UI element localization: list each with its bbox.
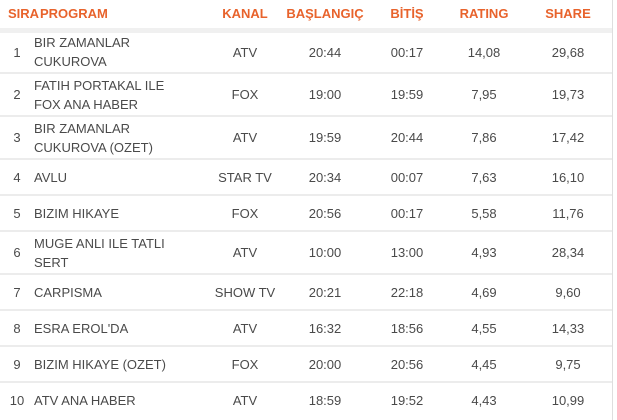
cell-baslangic: 16:32 bbox=[280, 309, 370, 346]
cell-baslangic: 19:59 bbox=[280, 115, 370, 159]
cell-baslangic: 19:00 bbox=[280, 72, 370, 116]
cell-rating: 4,93 bbox=[444, 230, 524, 274]
cell-baslangic: 20:00 bbox=[280, 345, 370, 382]
cell-share: 9,75 bbox=[524, 345, 612, 382]
cell-bitis: 19:52 bbox=[370, 381, 444, 418]
cell-sira: 2 bbox=[0, 72, 34, 116]
cell-program: ATV ANA HABER bbox=[34, 381, 210, 418]
header-row: SIRA PROGRAM KANAL BAŞLANGIÇ BİTİŞ RATIN… bbox=[0, 0, 612, 33]
cell-baslangic: 20:44 bbox=[308, 44, 342, 60]
column-header-rating: RATING bbox=[444, 0, 524, 33]
cell-share: 14,33 bbox=[524, 309, 612, 346]
cell-sira: 5 bbox=[0, 194, 34, 231]
cell-share: 9,60 bbox=[524, 273, 612, 310]
cell-kanal: FOX bbox=[210, 345, 280, 382]
cell-bitis: 20:44 bbox=[370, 115, 444, 159]
cell-kanal: FOX bbox=[210, 194, 280, 231]
cell-rating: 4,55 bbox=[444, 309, 524, 346]
cell-program: CARPISMA bbox=[34, 273, 210, 310]
cell-kanal: ATV bbox=[232, 44, 258, 60]
column-header-bitis: BİTİŞ bbox=[370, 0, 444, 33]
column-header-program: PROGRAM bbox=[34, 0, 210, 33]
cell-share: 29,68 bbox=[551, 44, 585, 60]
cell-share: 10,99 bbox=[524, 381, 612, 418]
table-row: 5 BIZIM HIKAYE FOX 20:56 00:17 5,58 11,7… bbox=[0, 194, 612, 231]
cell-share: 17,42 bbox=[524, 115, 612, 159]
cell-sira: 6 bbox=[0, 230, 34, 274]
cell-program: BIR ZAMANLAR CUKUROVA bbox=[34, 35, 131, 70]
cell-rating: 5,58 bbox=[444, 194, 524, 231]
column-header-baslangic: BAŞLANGIÇ bbox=[280, 0, 370, 33]
cell-bitis: 20:56 bbox=[370, 345, 444, 382]
cell-sira: 4 bbox=[0, 158, 34, 195]
cell-sira: 10 bbox=[0, 381, 34, 418]
cell-share: 19,73 bbox=[524, 72, 612, 116]
cell-rating: 7,95 bbox=[444, 72, 524, 116]
cell-baslangic: 18:59 bbox=[280, 381, 370, 418]
column-header-share: SHARE bbox=[524, 0, 612, 33]
table-row: 3 BIR ZAMANLAR CUKUROVA (OZET) ATV 19:59… bbox=[0, 115, 612, 159]
cell-sira: 8 bbox=[0, 309, 34, 346]
table-row: 7 CARPISMA SHOW TV 20:21 22:18 4,69 9,60 bbox=[0, 273, 612, 310]
cell-kanal: ATV bbox=[210, 230, 280, 274]
cell-program: MUGE ANLI ILE TATLI SERT bbox=[34, 230, 210, 274]
cell-program: BIZIM HIKAYE (OZET) bbox=[34, 345, 210, 382]
cell-sira: 9 bbox=[0, 345, 34, 382]
table-row: 4 AVLU STAR TV 20:34 00:07 7,63 16,10 bbox=[0, 158, 612, 195]
table-row: 10 ATV ANA HABER ATV 18:59 19:52 4,43 10… bbox=[0, 381, 612, 418]
cell-program: ESRA EROL'DA bbox=[34, 309, 210, 346]
column-header-kanal: KANAL bbox=[210, 0, 280, 33]
cell-baslangic: 20:56 bbox=[280, 194, 370, 231]
table-body: 1 BIR ZAMANLAR CUKUROVA ATV 20:44 00:17 … bbox=[0, 30, 612, 418]
cell-program: BIR ZAMANLAR CUKUROVA (OZET) bbox=[34, 115, 210, 159]
cell-rating: 4,45 bbox=[444, 345, 524, 382]
cell-bitis: 00:17 bbox=[390, 44, 424, 60]
column-header-sira: SIRA bbox=[0, 0, 39, 33]
table-row: 1 BIR ZAMANLAR CUKUROVA ATV 20:44 00:17 … bbox=[0, 30, 612, 73]
cell-program: BIZIM HIKAYE bbox=[34, 194, 210, 231]
cell-kanal: SHOW TV bbox=[210, 273, 280, 310]
cell-rating: 7,86 bbox=[444, 115, 524, 159]
cell-sira: 7 bbox=[0, 273, 34, 310]
cell-baslangic: 10:00 bbox=[280, 230, 370, 274]
cell-bitis: 22:18 bbox=[370, 273, 444, 310]
cell-bitis: 19:59 bbox=[370, 72, 444, 116]
table-row: 6 MUGE ANLI ILE TATLI SERT ATV 10:00 13:… bbox=[0, 230, 612, 274]
table-header: SIRA PROGRAM KANAL BAŞLANGIÇ BİTİŞ RATIN… bbox=[0, 0, 612, 33]
cell-kanal: ATV bbox=[210, 115, 280, 159]
cell-bitis: 00:07 bbox=[370, 158, 444, 195]
cell-share: 28,34 bbox=[524, 230, 612, 274]
cell-rating: 7,63 bbox=[444, 158, 524, 195]
cell-rating: 4,43 bbox=[444, 381, 524, 418]
table-row: 2 FATIH PORTAKAL ILE FOX ANA HABER FOX 1… bbox=[0, 72, 612, 116]
table-row: 8 ESRA EROL'DA ATV 16:32 18:56 4,55 14,3… bbox=[0, 309, 612, 346]
cell-sira: 1 bbox=[13, 44, 21, 60]
cell-rating: 14,08 bbox=[467, 44, 501, 60]
cell-kanal: FOX bbox=[210, 72, 280, 116]
cell-bitis: 18:56 bbox=[370, 309, 444, 346]
cell-baslangic: 20:34 bbox=[280, 158, 370, 195]
cell-program: AVLU bbox=[34, 158, 210, 195]
cell-baslangic: 20:21 bbox=[280, 273, 370, 310]
cell-kanal: ATV bbox=[210, 309, 280, 346]
cell-kanal: ATV bbox=[210, 381, 280, 418]
table-row: 9 BIZIM HIKAYE (OZET) FOX 20:00 20:56 4,… bbox=[0, 345, 612, 382]
cell-share: 11,76 bbox=[524, 194, 612, 231]
cell-share: 16,10 bbox=[524, 158, 612, 195]
cell-program: FATIH PORTAKAL ILE FOX ANA HABER bbox=[34, 72, 210, 116]
cell-kanal: STAR TV bbox=[210, 158, 280, 195]
cell-sira: 3 bbox=[0, 115, 34, 159]
cell-rating: 4,69 bbox=[444, 273, 524, 310]
cell-bitis: 13:00 bbox=[370, 230, 444, 274]
cell-bitis: 00:17 bbox=[370, 194, 444, 231]
